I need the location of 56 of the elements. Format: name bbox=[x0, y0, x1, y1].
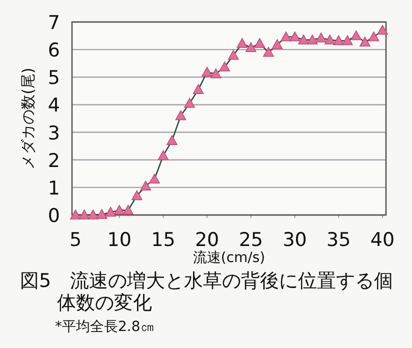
y-axis-title: メダカの数(尾) bbox=[19, 68, 37, 170]
point bbox=[342, 35, 353, 46]
text: 図5 流速の増大と水草の背後に位置する個体数の変化 bbox=[20, 270, 394, 314]
x-tick-label: 10 bbox=[107, 229, 132, 251]
point bbox=[175, 110, 186, 120]
point bbox=[132, 190, 142, 200]
point bbox=[272, 39, 283, 50]
x-axis-title: 流速(cm/s) bbox=[192, 250, 266, 266]
point bbox=[184, 98, 195, 108]
point bbox=[236, 38, 248, 48]
point bbox=[298, 34, 309, 44]
point bbox=[219, 62, 230, 72]
y-tick-label: 3 bbox=[48, 122, 60, 144]
y-tick-label: 2 bbox=[48, 150, 60, 172]
point bbox=[377, 24, 388, 35]
x-tick-label: 30 bbox=[282, 229, 307, 251]
point bbox=[306, 34, 318, 44]
point bbox=[316, 32, 326, 42]
x-tick-label: 40 bbox=[370, 229, 395, 251]
y-tick-label: 5 bbox=[48, 67, 60, 90]
x-tick-label: 25 bbox=[238, 229, 264, 251]
point bbox=[96, 209, 108, 219]
point bbox=[192, 84, 204, 94]
point bbox=[122, 204, 134, 215]
text: *平均全長2.8㎝ bbox=[55, 318, 154, 336]
point bbox=[166, 135, 178, 145]
point bbox=[360, 36, 370, 47]
point bbox=[149, 174, 160, 184]
point bbox=[158, 150, 169, 160]
x-tick-label: 20 bbox=[194, 229, 220, 251]
point bbox=[324, 34, 336, 44]
x-tick-label: 5 bbox=[69, 229, 82, 251]
point bbox=[254, 38, 266, 48]
x-tick-label: 15 bbox=[151, 229, 176, 251]
point bbox=[105, 206, 116, 217]
point bbox=[202, 66, 212, 77]
x-tick-label: 35 bbox=[326, 229, 351, 251]
point bbox=[289, 31, 300, 42]
point bbox=[333, 35, 344, 46]
y-tick-label: 7 bbox=[48, 12, 60, 34]
y-tick-label: 1 bbox=[48, 177, 60, 200]
point bbox=[78, 210, 90, 220]
y-tick-label: 0 bbox=[48, 205, 60, 227]
point bbox=[368, 31, 380, 42]
y-tick-label: 6 bbox=[48, 40, 60, 62]
y-tick-label: 4 bbox=[48, 94, 60, 117]
point bbox=[114, 204, 125, 215]
point bbox=[88, 210, 98, 220]
point bbox=[228, 50, 239, 60]
point bbox=[280, 31, 292, 42]
point bbox=[70, 210, 81, 220]
point bbox=[210, 68, 222, 78]
point bbox=[140, 180, 152, 190]
point bbox=[246, 42, 256, 52]
point bbox=[350, 30, 362, 40]
point bbox=[263, 46, 274, 57]
